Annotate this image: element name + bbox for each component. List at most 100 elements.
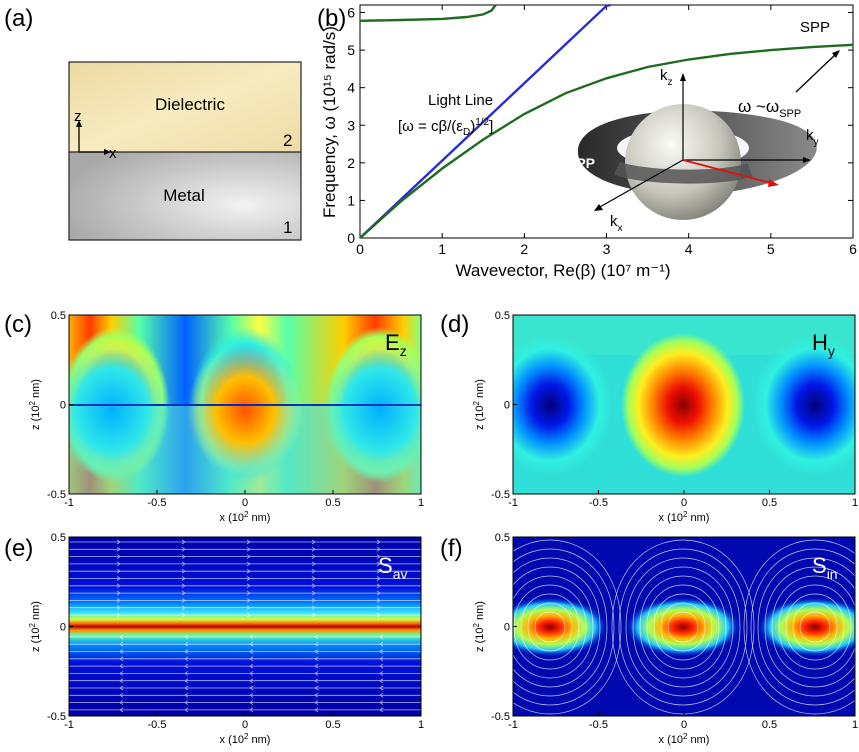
streamline-arrow bbox=[311, 568, 316, 574]
x-tick-label: -0.5 bbox=[148, 497, 167, 509]
series-line-2 bbox=[359, 43, 854, 239]
streamline bbox=[513, 626, 594, 679]
streamline bbox=[625, 626, 741, 697]
streamline-arrow bbox=[379, 700, 384, 705]
streamline-arrow bbox=[314, 692, 319, 698]
chart-series bbox=[359, 3, 854, 239]
streamline-arrow bbox=[119, 649, 124, 654]
streamline-arrow bbox=[181, 605, 186, 611]
field-y-axis-label: z (102 nm) bbox=[28, 601, 42, 652]
x-tick-label: 1 bbox=[852, 719, 858, 731]
streamline bbox=[527, 602, 573, 628]
y-tick-label: 0.5 bbox=[495, 310, 510, 322]
streamline bbox=[667, 611, 699, 628]
field-y-axis-label: z (102 nm) bbox=[472, 601, 486, 652]
x-tick-label: 0 bbox=[681, 497, 687, 509]
streamline-arrow bbox=[184, 641, 189, 647]
streamline-arrow bbox=[311, 561, 316, 567]
k-sphere bbox=[625, 104, 741, 220]
streamline-arrow bbox=[116, 598, 121, 603]
streamline-arrow bbox=[249, 692, 254, 698]
y-tick-label: -0.5 bbox=[491, 489, 510, 501]
streamline bbox=[653, 626, 713, 661]
streamline-arrow bbox=[376, 598, 381, 603]
x-tick-label: 2 bbox=[520, 241, 528, 257]
streamline bbox=[667, 626, 699, 643]
streamline bbox=[646, 584, 720, 628]
streamline-arrow bbox=[181, 612, 186, 618]
x-tick-label: 1 bbox=[852, 497, 858, 509]
streamline-arrow bbox=[119, 671, 124, 676]
streamline-arrow bbox=[246, 583, 251, 589]
streamline-arrow bbox=[181, 568, 186, 574]
y-tick-label: 0 bbox=[504, 400, 510, 412]
streamline-arrow bbox=[116, 612, 121, 618]
streamline-arrow bbox=[184, 663, 189, 669]
streamline-arrow bbox=[376, 605, 381, 611]
y-tick-label: 2 bbox=[347, 155, 355, 171]
streamline-arrow bbox=[376, 612, 381, 618]
streamline-arrow bbox=[249, 634, 254, 640]
x-axis-label: x bbox=[109, 145, 117, 162]
streamline-arrow bbox=[379, 692, 384, 698]
streamline-arrow bbox=[246, 598, 251, 603]
field-x-axis-label: x (102 nm) bbox=[659, 510, 710, 524]
streamline-arrow bbox=[376, 576, 381, 581]
streamline bbox=[646, 626, 720, 670]
streamline bbox=[527, 626, 573, 652]
streamline bbox=[778, 626, 852, 670]
streamline-arrow bbox=[181, 598, 186, 603]
spp-curve-label: SPP bbox=[800, 19, 830, 36]
streamline-arrow bbox=[246, 605, 251, 611]
streamline-arrow bbox=[314, 685, 319, 691]
streamline-arrow bbox=[184, 656, 189, 662]
streamline-arrow bbox=[249, 663, 254, 669]
streamline-arrow bbox=[311, 539, 316, 545]
y-tick-label: 5 bbox=[347, 42, 355, 58]
metal-label: Metal bbox=[163, 186, 205, 205]
streamline-arrow bbox=[249, 685, 254, 691]
chart-x-axis-label: Wavevector, Re(β) (10⁷ m⁻¹) bbox=[455, 261, 670, 280]
streamline bbox=[513, 584, 587, 628]
streamline bbox=[513, 626, 608, 697]
streamline-arrow bbox=[376, 568, 381, 574]
streamline bbox=[799, 611, 831, 628]
streamline-arrow bbox=[246, 554, 251, 559]
streamline-arrow bbox=[116, 590, 121, 596]
y-tick-label: 0 bbox=[60, 622, 66, 634]
x-tick-label: 1 bbox=[418, 719, 424, 731]
streamline-arrow bbox=[184, 700, 189, 705]
streamline-arrow bbox=[314, 663, 319, 669]
panel-b-dispersion-chart: 0 1 2 3 4 5 6 0 1 2 3 4 5 6 Wavevector, Re(β) (10⁷ m⁻… bbox=[320, 3, 857, 280]
streamline bbox=[785, 626, 845, 661]
streamline bbox=[513, 575, 594, 628]
streamline-arrow bbox=[376, 561, 381, 567]
streamline-arrow bbox=[311, 546, 316, 552]
panel-label-a: (a) bbox=[4, 5, 33, 32]
streamline bbox=[513, 626, 587, 670]
ky-label: ky bbox=[806, 127, 819, 148]
series-line-3 bbox=[359, 4, 497, 22]
field-x-axis-label: x (102 nm) bbox=[220, 510, 271, 524]
x-tick-label: 0 bbox=[681, 719, 687, 731]
streamline bbox=[785, 593, 845, 628]
chart-y-axis-label: Frequency, ω (10¹⁵ rad/s) bbox=[320, 26, 339, 218]
panel-c-ez-field-map: Ez bbox=[68, 314, 422, 495]
streamline bbox=[534, 626, 566, 643]
streamline-arrow bbox=[119, 663, 124, 669]
streamline-arrow bbox=[246, 612, 251, 618]
streamline-arrow bbox=[184, 692, 189, 698]
x-tick-label: -1 bbox=[508, 719, 518, 731]
panel-label-b: (b) bbox=[317, 5, 346, 32]
streamline-arrow bbox=[379, 707, 384, 713]
y-tick-label: 0.5 bbox=[51, 310, 66, 322]
x-tick-label: 6 bbox=[849, 241, 857, 257]
metal-region bbox=[69, 152, 301, 240]
streamline-arrow bbox=[311, 598, 316, 603]
x-tick-label: -0.5 bbox=[589, 719, 608, 731]
dielectric-index-label: 2 bbox=[283, 131, 292, 150]
y-tick-label: -0.5 bbox=[47, 711, 66, 723]
streamline-arrow bbox=[379, 641, 384, 647]
x-tick-label: 0.5 bbox=[325, 719, 340, 731]
x-tick-label: 1 bbox=[438, 241, 446, 257]
